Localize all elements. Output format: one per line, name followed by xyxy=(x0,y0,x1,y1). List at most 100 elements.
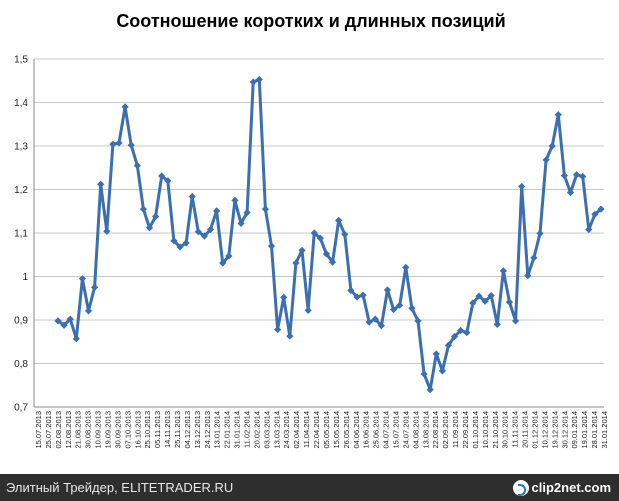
x-tick-label: 13.01.2014 xyxy=(213,411,222,449)
x-tick-label: 20.02.2014 xyxy=(252,411,261,449)
data-point xyxy=(591,210,599,218)
data-point xyxy=(316,234,324,242)
x-tick-label: 10.12.2014 xyxy=(540,411,549,449)
x-tick-label: 11.04.2014 xyxy=(302,411,311,448)
data-point xyxy=(542,156,550,164)
x-tick-label: 24.03.2014 xyxy=(282,411,291,449)
data-point xyxy=(66,315,74,323)
data-point xyxy=(91,283,99,291)
x-tick-label: 04.06.2014 xyxy=(352,411,361,449)
chart-title: Соотношение коротких и длинных позиций xyxy=(116,11,505,31)
footer-source-text: Элитный Трейдер, ELITETRADER.RU xyxy=(6,480,234,495)
data-point xyxy=(292,259,300,267)
x-tick-label: 21.10.2014 xyxy=(491,411,500,449)
data-point xyxy=(524,272,532,280)
x-axis-ticks: 15.07.2013 25.07.2013 02.08.2013 12.08.2013… xyxy=(34,411,609,449)
data-point xyxy=(206,225,215,234)
data-point xyxy=(225,252,233,260)
data-point xyxy=(231,196,239,204)
x-tick-label: 13.08.2014 xyxy=(421,411,430,449)
x-tick-label: 11.11.2014 xyxy=(511,411,520,447)
data-point xyxy=(188,192,196,201)
x-tick-label: 04.12.2013 xyxy=(183,411,192,449)
data-point xyxy=(481,297,489,305)
data-point xyxy=(414,317,422,325)
x-tick-label: 02.08.2013 xyxy=(54,411,63,449)
x-tick-label: 15.07.2013 xyxy=(34,411,43,449)
data-point xyxy=(84,307,93,315)
line-chart: Соотношение коротких и длинных позиций 0… xyxy=(14,11,609,449)
data-point xyxy=(249,78,257,86)
data-point xyxy=(170,237,178,245)
x-tick-label: 20.11.2014 xyxy=(521,411,530,448)
x-tick-label: 01.10.2014 xyxy=(471,411,480,449)
data-point xyxy=(200,232,209,240)
y-tick-label: 1,3 xyxy=(14,142,28,153)
x-tick-label: 24.07.2014 xyxy=(401,411,410,449)
x-tick-label: 05.05.2014 xyxy=(322,411,331,449)
x-tick-label: 05.11.2013 xyxy=(153,411,162,448)
data-point xyxy=(383,286,392,294)
data-point xyxy=(572,171,581,179)
data-point xyxy=(530,254,538,262)
data-point xyxy=(499,267,507,275)
x-tick-label: 30.09.2013 xyxy=(113,411,122,449)
data-point xyxy=(585,225,593,234)
x-tick-label: 04.08.2014 xyxy=(411,411,420,449)
y-tick-label: 1,1 xyxy=(14,229,28,240)
x-tick-label: 25.10.2013 xyxy=(143,411,152,449)
data-point xyxy=(133,161,141,170)
x-tick-label: 16.10.2013 xyxy=(133,411,142,449)
data-point xyxy=(371,315,379,323)
data-point xyxy=(444,341,453,349)
x-tick-label: 07.10.2013 xyxy=(123,411,132,449)
data-point xyxy=(267,242,276,250)
data-point xyxy=(152,212,160,221)
x-tick-label: 28.01.2014 xyxy=(590,411,599,449)
data-point xyxy=(347,286,355,295)
data-point xyxy=(566,188,575,197)
data-point xyxy=(469,299,477,307)
data-point xyxy=(402,263,410,271)
data-point xyxy=(463,329,471,337)
data-point xyxy=(109,140,117,148)
data-point xyxy=(298,246,306,254)
data-point xyxy=(450,332,459,341)
data-point xyxy=(274,325,282,334)
data-point xyxy=(597,205,605,213)
x-tick-label: 02.09.2014 xyxy=(441,411,450,449)
data-point xyxy=(493,320,501,328)
x-tick-label: 11.02.2014 xyxy=(243,411,252,448)
data-point xyxy=(115,139,123,147)
data-point xyxy=(505,298,514,306)
x-tick-label: 01.12.2014 xyxy=(530,411,539,449)
data-point xyxy=(389,305,398,314)
clip2net-logo[interactable]: clip2net.com xyxy=(512,479,619,496)
data-point xyxy=(377,322,385,330)
data-point xyxy=(304,306,312,315)
data-point xyxy=(432,350,440,358)
y-tick-label: 0,8 xyxy=(14,359,28,370)
data-point xyxy=(255,75,263,84)
data-point xyxy=(97,180,105,188)
x-tick-label: 19.01.2014 xyxy=(580,411,589,449)
x-tick-label: 19.12.2014 xyxy=(550,411,559,449)
x-tick-label: 03.03.2014 xyxy=(262,411,271,449)
data-point xyxy=(164,177,172,185)
data-point xyxy=(237,219,245,228)
data-point xyxy=(103,227,111,235)
data-point xyxy=(78,275,87,283)
clip2net-logo-text: clip2net.com xyxy=(531,480,611,495)
x-tick-label: 21.08.2013 xyxy=(74,411,83,449)
data-point xyxy=(396,301,404,309)
series-line xyxy=(57,77,602,392)
data-point xyxy=(328,258,337,266)
data-point xyxy=(335,216,343,224)
x-tick-label: 15.07.2014 xyxy=(391,411,400,449)
data-point xyxy=(554,111,562,119)
data-point xyxy=(322,250,331,258)
data-point xyxy=(487,292,495,300)
data-point xyxy=(310,229,318,237)
data-point xyxy=(548,142,556,150)
data-point xyxy=(176,243,184,251)
